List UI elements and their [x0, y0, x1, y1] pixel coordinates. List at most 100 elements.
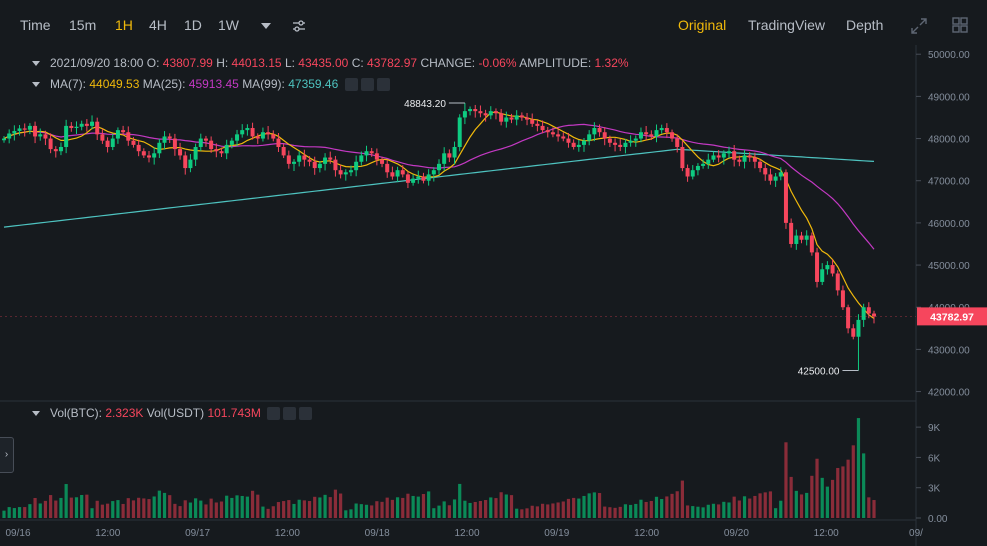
candle-body	[633, 138, 638, 141]
candle-body	[509, 117, 514, 120]
volume-bar	[111, 501, 115, 518]
candle-body	[840, 290, 845, 308]
eye-icon[interactable]	[267, 407, 281, 421]
tab-1w[interactable]: 1W	[218, 17, 239, 33]
candle-body	[483, 113, 488, 116]
volume-bar	[727, 502, 731, 518]
price-tick-label: 45000.00	[928, 261, 970, 272]
ma7-value: 44049.53	[89, 77, 140, 91]
volume-bar	[230, 497, 234, 518]
volume-bar	[540, 503, 545, 518]
candle-body	[224, 144, 229, 154]
time-tick-label: 09/20	[724, 528, 749, 539]
settings-icon[interactable]	[360, 78, 374, 92]
low-marker-label: 42500.00	[798, 366, 840, 377]
close-icon[interactable]	[299, 407, 313, 421]
expand-panel-chevron-icon[interactable]: ›	[0, 437, 14, 473]
volume-bar	[173, 503, 177, 518]
candle-body	[411, 178, 416, 183]
layout-grid-icon[interactable]	[951, 16, 969, 34]
candle-body	[680, 146, 685, 169]
volume-bar	[28, 504, 32, 518]
candle-body	[22, 128, 27, 130]
candle-body	[670, 132, 675, 139]
more-timeframes-dropdown-icon[interactable]	[261, 23, 271, 29]
candle-body	[369, 151, 374, 154]
candle-body	[809, 235, 814, 253]
candle-body	[654, 130, 659, 137]
candle-body	[628, 140, 633, 143]
ma99-label: MA(99):	[242, 77, 285, 91]
volume-bar	[318, 497, 322, 518]
tab-4h[interactable]: 4H	[149, 17, 167, 33]
candle-body	[794, 235, 799, 244]
candle-body	[530, 119, 535, 124]
current-price-value: 43782.97	[930, 311, 974, 323]
volume-bar	[867, 497, 871, 518]
volume-bar	[105, 503, 110, 518]
volume-bar	[64, 484, 68, 518]
volume-bar	[168, 495, 172, 518]
collapse-caret-icon[interactable]	[32, 411, 40, 417]
eye-icon[interactable]	[344, 78, 358, 92]
candle-body	[33, 125, 38, 137]
volume-bar	[380, 501, 384, 518]
view-original[interactable]: Original	[678, 17, 727, 33]
volume-bar	[432, 508, 436, 518]
volume-bar	[38, 503, 42, 518]
candle-body	[260, 132, 265, 139]
candle-body	[706, 159, 711, 164]
tab-1h[interactable]: 1H	[115, 17, 133, 33]
fullscreen-icon[interactable]	[910, 17, 928, 35]
tab-15m[interactable]: 15m	[69, 17, 97, 33]
candle-body	[675, 138, 680, 147]
volume-bar	[447, 505, 451, 518]
volume-bar	[825, 486, 829, 518]
settings-sliders-icon[interactable]	[291, 18, 307, 34]
tab-1d[interactable]: 1D	[184, 17, 202, 33]
collapse-caret-icon[interactable]	[32, 61, 40, 67]
candle-body	[79, 123, 84, 127]
volume-bar	[753, 495, 757, 518]
volume-bar	[649, 500, 653, 518]
candle-body	[872, 313, 876, 317]
volume-bar	[820, 477, 824, 518]
ma7-label: MA(7):	[50, 77, 86, 91]
candle-body	[835, 273, 840, 291]
volume-bar	[458, 483, 462, 518]
volume-bar	[416, 496, 420, 518]
volume-bar	[691, 506, 695, 518]
candle-body	[421, 176, 426, 181]
candle-body	[385, 163, 390, 173]
volume-bar	[706, 504, 710, 518]
candle-body	[323, 157, 328, 164]
candle-body	[437, 163, 441, 171]
volume-bar	[504, 494, 508, 518]
time-tick-label: 12:00	[814, 528, 839, 539]
candle-body	[659, 128, 664, 131]
candle-body	[405, 174, 410, 183]
price-tick-label: 48000.00	[928, 135, 970, 146]
volume-bar	[339, 493, 343, 518]
collapse-caret-icon[interactable]	[32, 82, 40, 88]
volume-bar	[577, 498, 581, 518]
volume-bar	[385, 497, 389, 518]
view-depth[interactable]: Depth	[846, 17, 884, 33]
close-icon[interactable]	[376, 78, 390, 92]
candle-body	[447, 153, 452, 158]
tab-time[interactable]: Time	[20, 17, 51, 33]
volume-bar	[364, 504, 369, 518]
volume-bar	[142, 498, 146, 518]
candle-body	[43, 134, 48, 139]
candle-body	[587, 134, 592, 141]
candle-body	[333, 159, 338, 171]
price-tick-label: 43000.00	[928, 345, 970, 356]
settings-icon[interactable]	[283, 407, 297, 421]
volume-bar	[779, 500, 783, 518]
candle-body	[737, 159, 742, 162]
volume-bar	[131, 500, 136, 518]
volume-bar	[344, 510, 348, 518]
view-tradingview[interactable]: TradingView	[748, 17, 826, 33]
close-value: 43782.97	[367, 56, 418, 70]
